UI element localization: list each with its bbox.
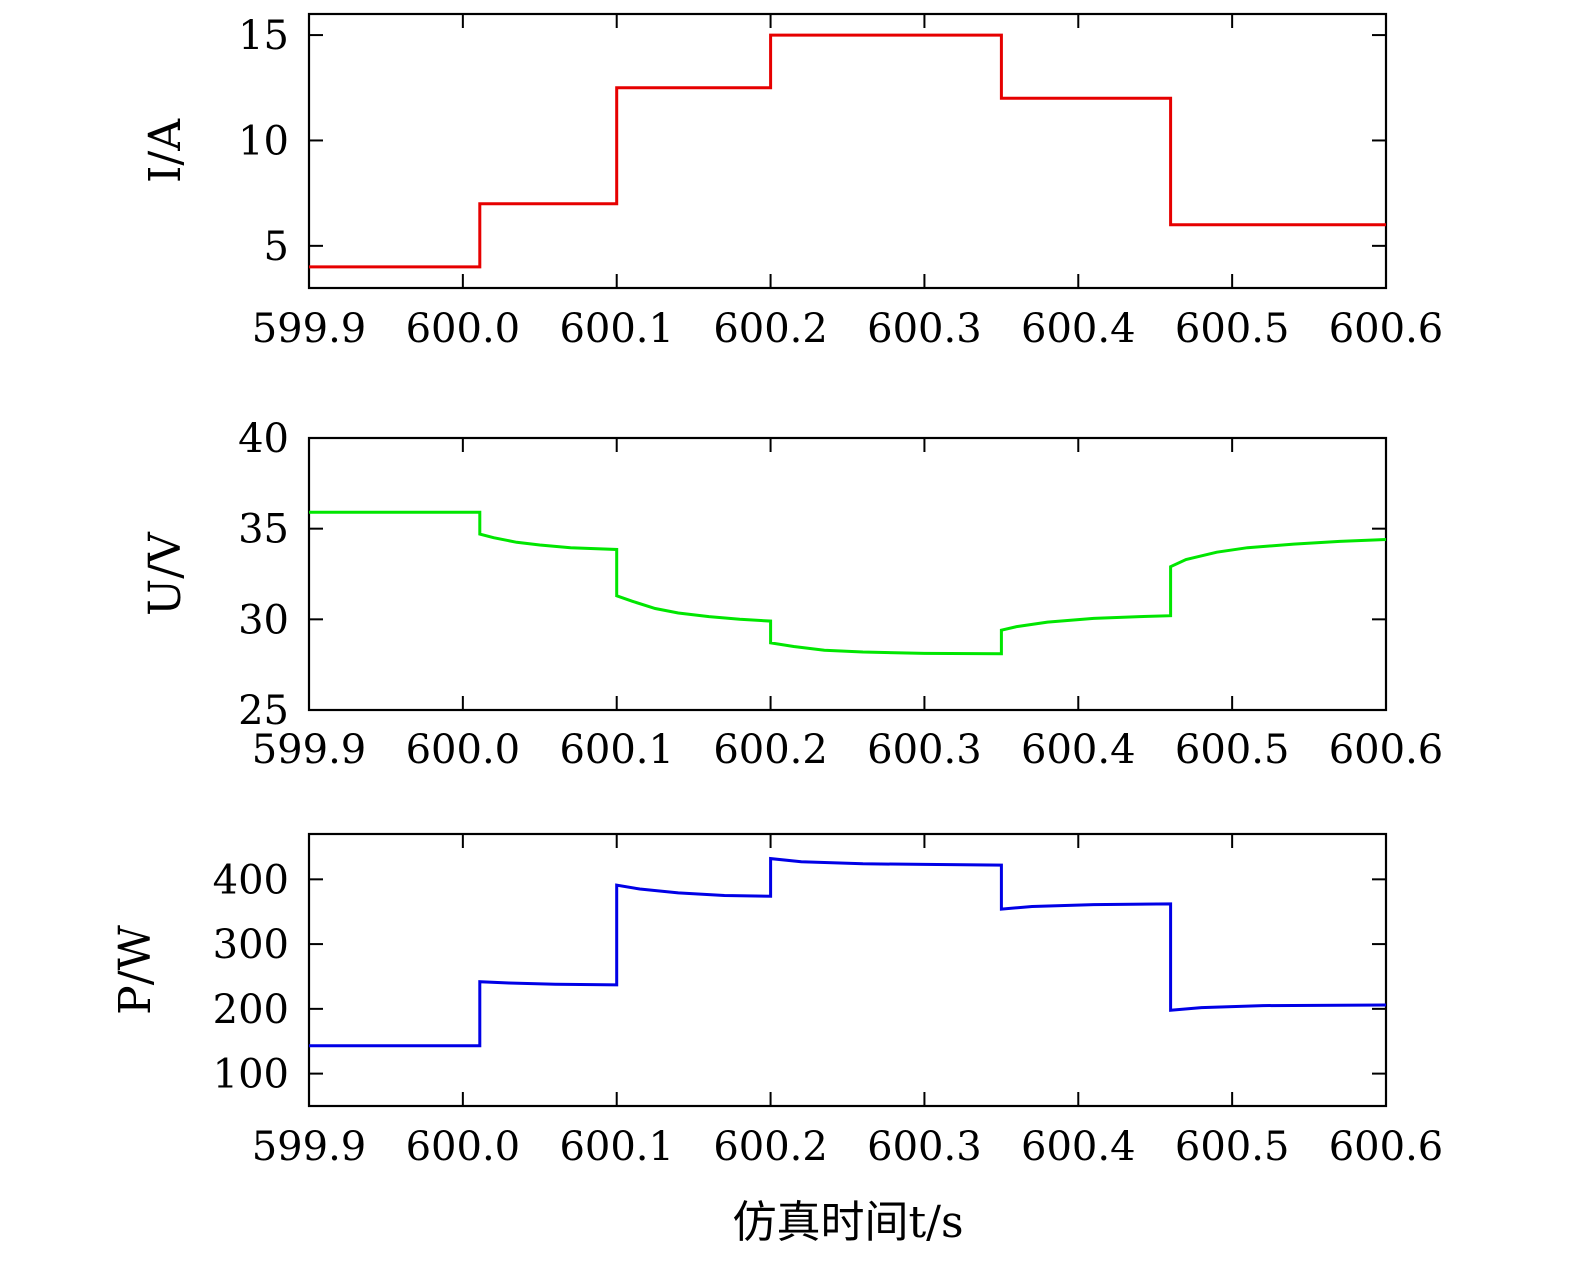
x-tick-label: 600.3 (867, 1124, 982, 1170)
y-tick-label: 25 (238, 688, 289, 734)
current-panel: 599.9 600.0 600.1 600.2 600.3 600.4 600.5 600.6… (140, 12, 1444, 352)
power-series-line (309, 856, 1387, 1048)
x-tick-label: 600.4 (1021, 727, 1136, 773)
x-tick-label: 599.9 (252, 1124, 367, 1170)
x-tick-label: 600.1 (559, 306, 674, 352)
voltage-y-axis-label: U/V (140, 531, 191, 616)
x-tick-label: 600.3 (867, 306, 982, 352)
y-tick-label: 35 (238, 507, 289, 553)
x-tick-label: 600.1 (559, 1124, 674, 1170)
x-tick-label: 600.6 (1329, 1124, 1444, 1170)
x-tick-label: 600.5 (1175, 306, 1290, 352)
y-tick-label: 100 (213, 1052, 289, 1098)
current-plot-frame (307, 12, 1388, 290)
y-tick-label: 5 (264, 224, 289, 270)
x-tick-label: 600.2 (713, 306, 828, 352)
x-tick-label: 600.1 (559, 727, 674, 773)
y-tick-label: 15 (238, 13, 289, 59)
y-tick-label: 30 (238, 597, 289, 643)
x-tick-label: 600.0 (406, 1124, 521, 1170)
x-tick-label: 600.2 (713, 727, 828, 773)
x-axis-label: 仿真时间t/s (732, 1197, 963, 1248)
x-tick-label: 600.5 (1175, 727, 1290, 773)
power-plot-frame (307, 832, 1388, 1108)
x-tick-label: 600.0 (406, 727, 521, 773)
y-tick-label: 200 (213, 987, 289, 1033)
voltage-plot-frame (307, 436, 1388, 712)
y-tick-label: 300 (213, 922, 289, 968)
y-tick-label: 10 (238, 118, 289, 164)
voltage-series-line (309, 510, 1387, 656)
y-tick-label: 40 (238, 416, 289, 462)
current-y-axis-label: I/A (140, 118, 191, 183)
current-series-line (309, 33, 1386, 269)
power-y-axis-label: P/W (110, 924, 161, 1014)
x-tick-label: 600.6 (1329, 727, 1444, 773)
x-tick-label: 599.9 (252, 306, 367, 352)
x-tick-label: 600.6 (1329, 306, 1444, 352)
x-tick-label: 600.4 (1021, 306, 1136, 352)
x-tick-label: 599.9 (252, 727, 367, 773)
power-panel: 599.9 600.0 600.1 600.2 600.3 600.4 600.5 600.6… (110, 832, 1444, 1170)
x-tick-label: 600.3 (867, 727, 982, 773)
x-tick-label: 600.2 (713, 1124, 828, 1170)
x-tick-label: 600.5 (1175, 1124, 1290, 1170)
voltage-panel: 599.9 600.0 600.1 600.2 600.3 600.4 600.5 600.6… (140, 416, 1443, 773)
x-tick-label: 600.0 (406, 306, 521, 352)
x-tick-label: 600.4 (1021, 1124, 1136, 1170)
y-tick-label: 400 (213, 857, 289, 903)
